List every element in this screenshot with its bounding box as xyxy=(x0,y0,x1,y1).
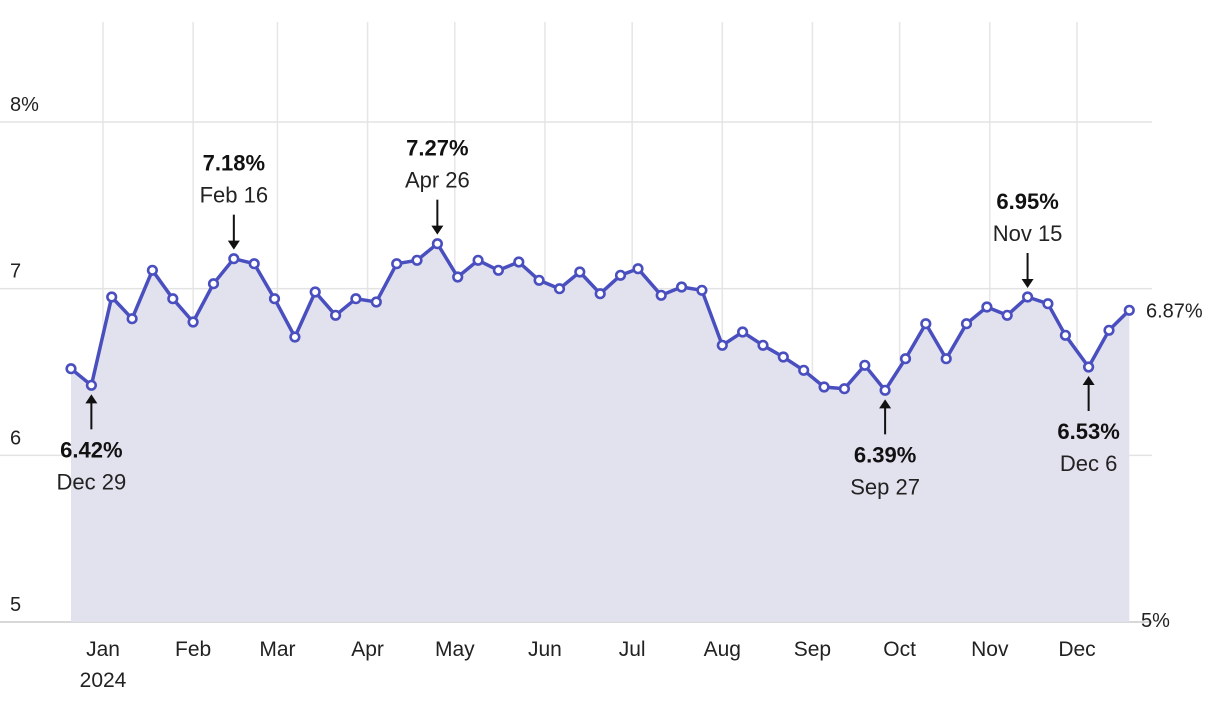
data-point xyxy=(187,316,199,328)
data-point xyxy=(350,293,362,305)
annotation-value: 6.95% xyxy=(996,189,1058,214)
annotation-date: Feb 16 xyxy=(200,183,269,208)
data-point xyxy=(736,326,749,338)
data-point xyxy=(1001,309,1013,321)
data-point xyxy=(65,363,77,375)
data-point xyxy=(940,353,952,365)
data-point xyxy=(452,271,464,283)
x-tick-label: Oct xyxy=(883,638,916,661)
annotation-arrowhead xyxy=(85,394,98,404)
data-point xyxy=(981,301,993,313)
data-point xyxy=(207,278,220,290)
data-point xyxy=(1123,304,1135,316)
data-point xyxy=(1103,324,1115,336)
data-point xyxy=(268,293,281,305)
annotation-arrowhead xyxy=(1021,279,1034,288)
data-point xyxy=(1082,361,1095,373)
annotation-date: Sep 27 xyxy=(850,474,920,499)
x-tick-label: Dec xyxy=(1058,638,1095,661)
y-tick-label: 8% xyxy=(10,94,39,116)
annotations: 6.42% Dec 29 Feb 16 7.18% Apr 26 7.27% 6.39% Se… xyxy=(57,136,1120,500)
y-tick-label: 5 xyxy=(10,594,21,616)
data-point xyxy=(594,288,606,300)
data-point xyxy=(289,331,301,343)
annotation-arrowhead xyxy=(1082,376,1095,385)
data-point xyxy=(696,284,708,296)
x-tick-label: Feb xyxy=(175,638,211,661)
annotation-value: 6.42% xyxy=(60,437,122,462)
annotation-date: Nov 15 xyxy=(993,221,1063,246)
annotation-value: 6.53% xyxy=(1057,419,1119,444)
data-point xyxy=(411,254,423,266)
data-point xyxy=(248,258,260,270)
data-point xyxy=(106,291,118,303)
data-point xyxy=(879,384,891,396)
data-point xyxy=(614,269,627,281)
data-point xyxy=(655,289,667,301)
data-point xyxy=(920,318,932,330)
data-point xyxy=(1021,291,1034,303)
data-point xyxy=(513,256,525,268)
data-point xyxy=(146,264,158,276)
annotation-arrowhead xyxy=(879,399,892,409)
data-points xyxy=(65,238,1135,396)
data-point xyxy=(818,381,830,393)
data-point xyxy=(757,339,769,351)
x-tick-label: Jan xyxy=(86,638,120,661)
data-point xyxy=(431,238,444,250)
x-tick-label: Apr xyxy=(351,638,384,661)
data-point xyxy=(838,383,851,395)
annotation-arrowhead xyxy=(227,240,240,250)
annotation-date: Dec 6 xyxy=(1060,451,1117,476)
data-point xyxy=(492,264,505,276)
data-point xyxy=(716,339,728,351)
data-point xyxy=(1042,298,1054,310)
data-point xyxy=(574,266,586,278)
baseline-label: 5% xyxy=(1141,610,1170,632)
data-point xyxy=(859,359,871,371)
data-point xyxy=(228,253,240,265)
data-point xyxy=(899,353,912,365)
annotation-value: 7.18% xyxy=(203,151,265,176)
x-tick-sublabel: 2024 xyxy=(80,669,127,692)
series-area xyxy=(71,243,1130,622)
data-point xyxy=(330,309,342,321)
x-tick-label: May xyxy=(435,638,475,661)
x-tick-label: Aug xyxy=(704,638,741,661)
x-tick-label: Jun xyxy=(528,638,562,661)
y-tick-label: 7 xyxy=(10,261,21,283)
x-tick-label: Jul xyxy=(619,638,646,661)
data-point xyxy=(553,283,566,295)
data-point xyxy=(960,318,973,330)
data-point xyxy=(675,281,688,293)
data-point xyxy=(1059,329,1071,341)
data-point xyxy=(85,379,97,391)
data-point xyxy=(472,254,484,266)
area-fill xyxy=(71,243,1130,622)
data-point xyxy=(167,293,179,305)
x-tick-label: Nov xyxy=(971,638,1009,661)
data-point xyxy=(777,351,789,363)
data-point xyxy=(126,313,138,325)
y-axis-ticks: 8% 7 6 5 xyxy=(10,94,39,616)
annotation-date: Apr 26 xyxy=(405,168,470,193)
data-point xyxy=(370,296,382,308)
data-point xyxy=(533,274,545,286)
annotation-date: Dec 29 xyxy=(57,469,127,494)
annotation-value: 6.39% xyxy=(854,442,916,467)
annotation-arrowhead xyxy=(431,225,444,235)
y-tick-label: 6 xyxy=(10,427,21,449)
data-point xyxy=(391,258,403,270)
end-value-label: 6.87% xyxy=(1146,300,1203,322)
data-point xyxy=(309,286,321,298)
x-axis-ticks: Jan 2024 Feb Mar Apr May Jun Jul Aug Sep Oct Nov Dec xyxy=(80,638,1096,692)
x-tick-label: Sep xyxy=(794,638,831,661)
data-point xyxy=(632,263,644,275)
data-point xyxy=(798,364,810,376)
annotation-value: 7.27% xyxy=(406,136,468,161)
x-tick-label: Mar xyxy=(259,638,295,661)
